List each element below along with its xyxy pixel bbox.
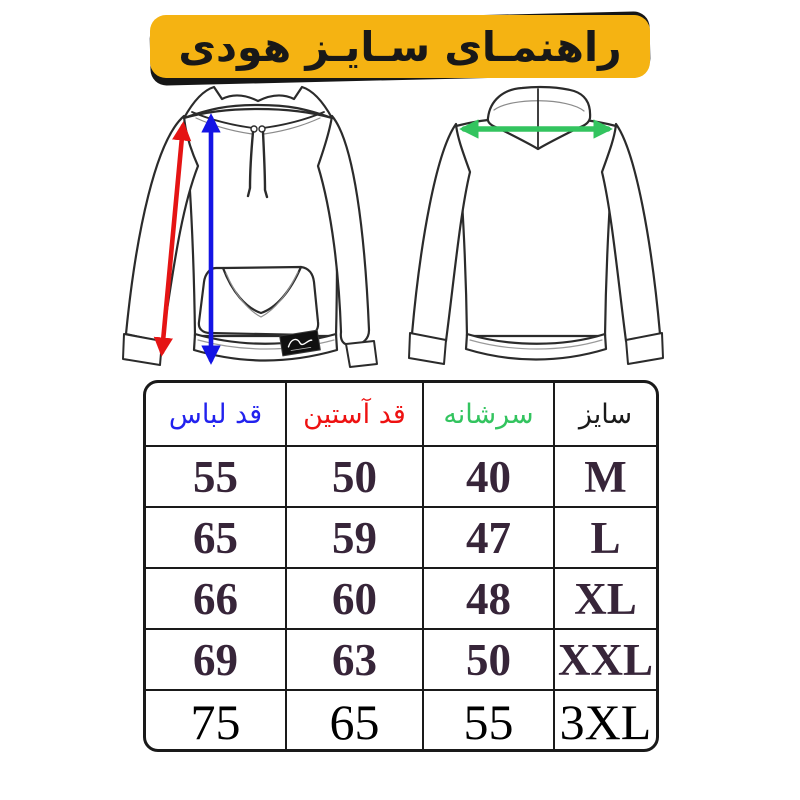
size-table: سایز سرشانه قد آستین قد لباس M 40 50 55 L 47 5… — [146, 383, 656, 749]
front-right-sleeve — [316, 114, 371, 347]
size-cell: 3XL — [553, 689, 656, 749]
back-hood-inner-line — [493, 100, 585, 112]
column-header: قد آستین — [285, 383, 424, 447]
front-right-cuff — [345, 340, 378, 368]
drawstring-right — [261, 130, 269, 199]
shoulder-cell: 55 — [422, 689, 555, 749]
size-cell: M — [553, 445, 656, 508]
size-cell: XXL — [553, 628, 656, 691]
table-row: M 40 50 55 — [146, 445, 656, 508]
size-cell: XL — [553, 567, 656, 630]
back-body — [454, 115, 618, 338]
length-cell: 65 — [146, 506, 287, 569]
title-banner: راهنمـای سـایـز هودی — [149, 11, 651, 86]
hoodie-back-drawing — [408, 85, 664, 365]
length-cell: 55 — [146, 445, 287, 508]
size-table-body: M 40 50 55 L 47 59 65 XL 48 60 66 XXL 50 63 69 3XL 55 65 75 — [146, 445, 656, 749]
sleeve-cell: 50 — [285, 445, 424, 508]
size-table-frame: سایز سرشانه قد آستین قد لباس M 40 50 55 L 47 5… — [143, 380, 659, 752]
back-right-cuff — [625, 332, 664, 365]
front-left-cuff — [122, 333, 163, 366]
back-right-sleeve — [600, 122, 662, 343]
size-cell: L — [553, 506, 656, 569]
back-hem — [464, 332, 608, 361]
brand-label — [279, 329, 321, 357]
hoodie-front-view — [122, 85, 378, 368]
hoodie-front-drawing — [122, 85, 378, 368]
shoulder-cell: 50 — [422, 628, 555, 691]
shoulder-cell: 40 — [422, 445, 555, 508]
shoulder-cell: 47 — [422, 506, 555, 569]
length-cell: 69 — [146, 628, 287, 691]
length-cell: 75 — [146, 689, 287, 749]
front-left-sleeve — [124, 114, 200, 344]
banner-face: راهنمـای سـایـز هودی — [150, 15, 650, 78]
back-left-sleeve — [410, 122, 472, 343]
hood-opening-right — [262, 111, 325, 129]
column-header: سرشانه — [422, 383, 555, 447]
table-row: L 47 59 65 — [146, 506, 656, 569]
drawstring-left — [246, 130, 255, 198]
header-row: سایز سرشانه قد آستین قد لباس — [146, 383, 656, 447]
shoulder-cell: 48 — [422, 567, 555, 630]
label-text-line — [290, 346, 312, 351]
hood-fold-right — [263, 117, 321, 135]
kangaroo-pocket — [197, 265, 320, 337]
table-row: XXL 50 63 69 — [146, 628, 656, 691]
table-row: XL 48 60 66 — [146, 567, 656, 630]
page-title: راهنمـای سـایـز هودی — [178, 22, 622, 71]
column-header: قد لباس — [146, 383, 287, 447]
sleeve-cell: 65 — [285, 689, 424, 749]
back-left-cuff — [408, 332, 447, 365]
sleeve-length-arrow — [153, 121, 192, 357]
sleeve-cell: 63 — [285, 628, 424, 691]
pocket-stitch — [225, 271, 299, 318]
front-hem — [192, 332, 339, 362]
column-header: سایز — [553, 383, 656, 447]
front-hood — [182, 85, 334, 120]
hoodie-back-view — [408, 85, 664, 365]
sleeve-cell: 59 — [285, 506, 424, 569]
hood-opening-left — [191, 111, 254, 129]
length-cell: 66 — [146, 567, 287, 630]
sleeve-cell: 60 — [285, 567, 424, 630]
label-signature — [287, 338, 313, 348]
back-hem-stitch — [469, 339, 603, 350]
grommet-left — [250, 125, 258, 133]
table-row: 3XL 55 65 75 — [146, 689, 656, 749]
grommet-right — [258, 125, 266, 133]
